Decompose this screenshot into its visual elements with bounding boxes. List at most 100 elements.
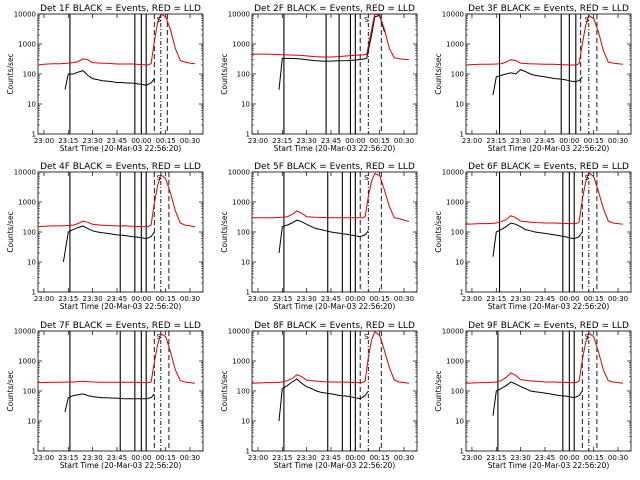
x-axis-label: Start Time (20-Mar-03 22:56:20) [274, 461, 396, 470]
x-tick-label: 00:00 [131, 295, 151, 303]
y-axis-label: Counts/sec [6, 370, 15, 411]
plot-area [252, 172, 410, 292]
x-axis-label: Start Time (20-Mar-03 22:56:20) [60, 144, 182, 153]
x-tick-label: 23:15 [58, 137, 78, 145]
x-tick-label: 23:00 [248, 295, 268, 303]
x-axis-label: Start Time (20-Mar-03 22:56:20) [488, 144, 610, 153]
y-tick-label: 1000 [446, 358, 464, 366]
x-axis-label: Start Time (20-Mar-03 22:56:20) [274, 302, 396, 311]
panel-title: Det 9F BLACK = Events, RED = LLD [468, 321, 629, 331]
x-tick-label: 23:30 [297, 295, 317, 303]
y-axis-label: Counts/sec [6, 211, 15, 252]
y-tick-label: 1 [246, 289, 250, 297]
y-axis-label: Counts/sec [220, 370, 229, 411]
y-tick-label: 1000 [18, 199, 36, 207]
series-line-events [64, 393, 155, 413]
y-tick-label: 10000 [442, 328, 464, 336]
plot-area [466, 172, 623, 292]
x-tick-label: 23:00 [462, 137, 482, 145]
y-axis-label: Counts/sec [6, 53, 15, 94]
x-axis-label: Start Time (20-Mar-03 22:56:20) [60, 302, 182, 311]
x-tick-label: 00:30 [180, 454, 200, 462]
y-tick-label: 100 [237, 71, 250, 79]
x-tick-label: 00:00 [131, 454, 151, 462]
series-line-events [278, 219, 369, 254]
x-tick-label: 23:45 [321, 295, 341, 303]
chart-panel-5: Det 5F BLACK = Events, RED = LLD 1 10 100 10… [220, 162, 418, 311]
x-tick-label: 00:15 [584, 454, 604, 462]
y-tick-label: 1 [32, 131, 36, 139]
y-tick-label: 1 [460, 131, 464, 139]
x-tick-label: 23:45 [107, 137, 127, 145]
y-tick-label: 1000 [18, 358, 36, 366]
y-tick-label: 1 [246, 448, 250, 456]
y-tick-label: 10 [455, 101, 464, 109]
plot-area [38, 331, 195, 451]
x-tick-label: 23:45 [107, 454, 127, 462]
x-tick-label: 23:00 [462, 295, 482, 303]
x-tick-label: 00:00 [559, 454, 579, 462]
series-line-lld [38, 174, 195, 228]
plot-frame [251, 13, 418, 135]
flare-marker-label: S [364, 174, 369, 182]
series-line-lld [252, 331, 409, 384]
y-tick-label: 10000 [14, 11, 36, 19]
x-tick-label: 00:00 [131, 137, 151, 145]
y-tick-label: 1000 [18, 41, 36, 49]
chart-panel-9: Det 9F BLACK = Events, RED = LLD 1 10 100 10… [434, 321, 632, 470]
y-tick-label: 10 [27, 101, 36, 109]
flare-marker-label: S [157, 174, 162, 182]
y-tick-label: 10000 [228, 11, 250, 19]
y-tick-label: 10000 [442, 169, 464, 177]
x-tick-label: 23:30 [83, 454, 103, 462]
x-tick-label: 00:15 [584, 295, 604, 303]
x-tick-label: 00:15 [370, 295, 390, 303]
x-tick-label: 00:15 [584, 137, 604, 145]
y-tick-label: 1000 [232, 358, 250, 366]
x-tick-label: 00:30 [180, 295, 200, 303]
chart-panel-3: Det 3F BLACK = Events, RED = LLD 1 10 100 10… [434, 4, 632, 153]
y-tick-label: 1000 [232, 41, 250, 49]
flare-marker-label: S [364, 333, 369, 341]
series-line-lld [252, 14, 409, 61]
y-tick-label: 10000 [14, 328, 36, 336]
x-tick-label: 23:30 [511, 454, 531, 462]
x-tick-label: 23:00 [34, 295, 54, 303]
x-tick-label: 23:45 [107, 295, 127, 303]
y-tick-label: 1 [460, 448, 464, 456]
x-tick-label: 00:30 [180, 137, 200, 145]
y-axis-label: Counts/sec [434, 53, 443, 94]
y-tick-label: 10000 [442, 11, 464, 19]
x-tick-label: 00:00 [559, 137, 579, 145]
panel-title: Det 3F BLACK = Events, RED = LLD [468, 4, 629, 14]
flare-marker-label: S [157, 16, 162, 24]
panel-title: Det 4F BLACK = Events, RED = LLD [40, 162, 201, 172]
y-tick-label: 1000 [232, 199, 250, 207]
flare-marker-label: S [585, 174, 590, 182]
y-axis-label: Counts/sec [434, 370, 443, 411]
x-tick-label: 00:15 [156, 454, 176, 462]
series-line-events [64, 70, 155, 90]
y-tick-label: 10000 [228, 169, 250, 177]
flare-marker-label: S [585, 16, 590, 24]
x-tick-label: 23:30 [511, 137, 531, 145]
series-line-events [492, 69, 583, 96]
panel-title: Det 1F BLACK = Events, RED = LLD [40, 4, 201, 14]
x-tick-label: 23:00 [34, 137, 54, 145]
x-tick-label: 23:15 [58, 295, 78, 303]
x-tick-label: 23:30 [83, 137, 103, 145]
x-tick-label: 00:30 [608, 295, 628, 303]
plot-area [38, 14, 195, 134]
flare-marker-label: S [585, 333, 590, 341]
y-axis-label: Counts/sec [434, 211, 443, 252]
x-tick-label: 23:00 [34, 454, 54, 462]
x-tick-label: 23:15 [272, 454, 292, 462]
panel-title: Det 7F BLACK = Events, RED = LLD [40, 321, 201, 331]
y-tick-label: 100 [451, 229, 464, 237]
series-line-events [492, 222, 583, 257]
x-tick-label: 23:45 [535, 454, 555, 462]
x-tick-label: 00:00 [559, 295, 579, 303]
y-tick-label: 1000 [446, 41, 464, 49]
y-tick-label: 1 [246, 131, 250, 139]
